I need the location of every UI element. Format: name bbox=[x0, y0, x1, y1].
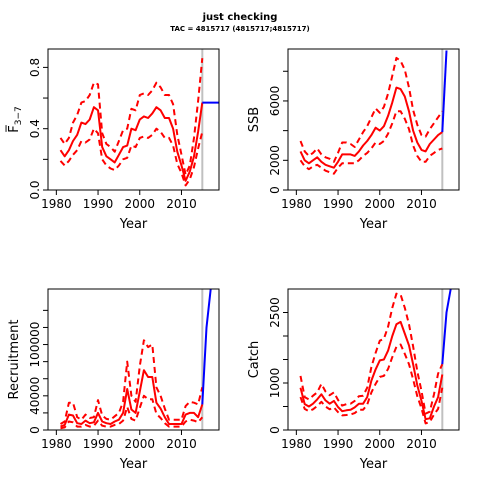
catch-lower-line bbox=[299, 343, 444, 425]
fbar-ytick-label-4: 0.8 bbox=[28, 58, 42, 77]
catch-projection-line bbox=[441, 289, 452, 365]
ssb-ytick-label-1: 2000 bbox=[268, 145, 282, 176]
fbar-ytick-label-0: 0.0 bbox=[28, 180, 42, 199]
recruitment-xtick-label-2010: 2010 bbox=[166, 437, 197, 451]
recruitment-xlabel: Year bbox=[119, 457, 148, 472]
ssb-estimate-line bbox=[299, 86, 443, 169]
fbar-xtick-label-2000: 2000 bbox=[124, 197, 155, 211]
recruitment-lower-line bbox=[60, 394, 204, 430]
fbar-xtick-label-1990: 1990 bbox=[83, 197, 114, 211]
ssb-xtick-label-1980: 1980 bbox=[281, 197, 312, 211]
figure-title: just checking bbox=[202, 12, 278, 23]
catch-xtick-label-1990: 1990 bbox=[323, 437, 354, 451]
ssb-ytick-label-0: 0 bbox=[268, 186, 282, 194]
ssb-xtick-label-2010: 2010 bbox=[406, 197, 437, 211]
ssb-xlabel: Year bbox=[359, 217, 388, 232]
recruitment-estimate-line bbox=[60, 369, 204, 428]
fbar-frame bbox=[47, 48, 220, 191]
recruitment-xtick-label-1990: 1990 bbox=[83, 437, 114, 451]
catch-xtick-label-2000: 2000 bbox=[364, 437, 395, 451]
fbar-ytick-label-2: 0.4 bbox=[28, 119, 42, 138]
ssb-xtick-label-2000: 2000 bbox=[364, 197, 395, 211]
fbar-lower-line bbox=[59, 127, 204, 187]
catch-frame bbox=[287, 288, 460, 431]
recruitment-xtick-label-2000: 2000 bbox=[124, 437, 155, 451]
catch-ylabel: Catch bbox=[247, 341, 262, 379]
fbar-panel: 1980 1990 2000 2010 0.0 0.4 0.8 Year F̅3−7 bbox=[6, 48, 220, 232]
fbar-estimate-line bbox=[59, 102, 204, 182]
catch-upper-line bbox=[299, 292, 444, 415]
recruitment-frame bbox=[47, 288, 220, 431]
ssb-frame bbox=[287, 48, 460, 191]
ssb-ytick-label-3: 6000 bbox=[268, 86, 282, 117]
catch-ytick-label-0: 0 bbox=[268, 426, 282, 434]
ssb-lower-line bbox=[299, 110, 443, 175]
catch-panel: 1980 1990 2000 2010 0 1000 2500 Year Catch bbox=[247, 288, 460, 472]
recruitment-plot-area bbox=[59, 289, 212, 430]
recruitment-ytick-label-5: 100000 bbox=[28, 322, 42, 368]
fbar-xtick-label-2010: 2010 bbox=[166, 197, 197, 211]
ssb-ylabel: SSB bbox=[247, 107, 262, 132]
recruitment-upper-line bbox=[59, 339, 204, 425]
fbar-upper-line bbox=[59, 58, 204, 176]
figure-subtitle: TAC = 4815717 (4815717;4815717) bbox=[170, 25, 309, 33]
catch-plot-area bbox=[299, 289, 452, 430]
ssb-upper-line bbox=[299, 56, 444, 163]
catch-xtick-label-2010: 2010 bbox=[406, 437, 437, 451]
fbar-xlabel: Year bbox=[119, 217, 148, 232]
catch-estimate-line bbox=[299, 320, 444, 421]
fbar-plot-area bbox=[59, 49, 219, 190]
recruitment-xtick-label-1980: 1980 bbox=[41, 437, 72, 451]
catch-xtick-label-1980: 1980 bbox=[281, 437, 312, 451]
catch-ytick-label-2: 1000 bbox=[268, 368, 282, 399]
fbar-ylabel-subscript: 3−7 bbox=[14, 106, 24, 125]
ssb-xtick-label-1990: 1990 bbox=[323, 197, 354, 211]
recruitment-panel: 1980 1990 2000 2010 0 40000 100000 Year Recruitm… bbox=[7, 288, 220, 472]
catch-ytick-label-5: 2500 bbox=[268, 297, 282, 328]
fbar-ylabel: F̅3−7 bbox=[6, 106, 24, 132]
ssb-panel: 1980 1990 2000 2010 0 2000 6000 Year SSB bbox=[247, 48, 460, 232]
ssb-projection-line bbox=[441, 50, 448, 133]
recruitment-ytick-label-2: 40000 bbox=[28, 377, 42, 415]
recruitment-ytick-label-0: 0 bbox=[28, 426, 42, 434]
recruitment-projection-line bbox=[201, 289, 212, 405]
fbar-xtick-label-1980: 1980 bbox=[41, 197, 72, 211]
catch-xlabel: Year bbox=[359, 457, 388, 472]
ssb-plot-area bbox=[299, 49, 448, 190]
recruitment-ylabel: Recruitment bbox=[7, 320, 22, 400]
